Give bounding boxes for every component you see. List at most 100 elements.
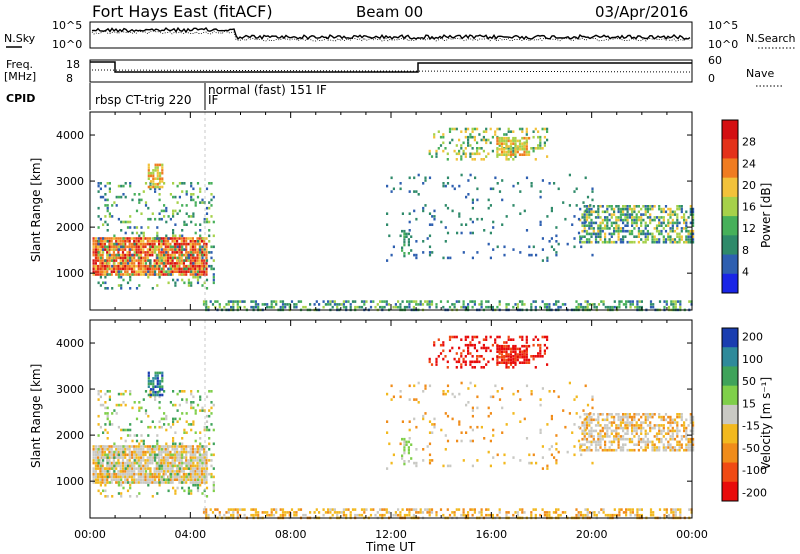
range-gate-cell — [583, 235, 586, 238]
range-gate-cell — [678, 205, 681, 208]
range-gate-cell — [586, 303, 589, 306]
range-gate-cell — [110, 453, 113, 457]
range-gate-cell — [169, 273, 172, 276]
range-gate-cell — [181, 229, 184, 232]
range-gate-cell — [658, 216, 661, 219]
range-gate-cell — [507, 139, 510, 143]
range-gate-cell — [210, 267, 213, 271]
range-gate-cell — [169, 456, 172, 459]
range-gate-cell — [633, 443, 636, 446]
range-gate-cell — [503, 150, 506, 154]
range-gate-cell — [406, 300, 409, 303]
range-gate-cell — [523, 209, 526, 213]
range-gate-cell — [655, 216, 659, 219]
range-gate-cell — [110, 242, 113, 246]
range-gate-cell — [474, 176, 477, 180]
range-gate-cell — [500, 361, 504, 364]
range-gate-cell — [121, 273, 125, 276]
range-gate-cell — [503, 139, 506, 143]
range-gate-cell — [489, 349, 492, 353]
range-gate-cell — [476, 141, 479, 145]
range-gate-cell — [412, 508, 415, 511]
range-gate-cell — [241, 300, 244, 303]
range-gate-cell — [115, 240, 118, 243]
range-gate-cell — [453, 511, 456, 514]
range-gate-cell — [448, 130, 452, 133]
range-gate-cell — [139, 472, 143, 476]
range-gate-cell — [376, 303, 379, 306]
range-gate-cell — [692, 443, 695, 446]
range-gate-cell — [469, 360, 472, 364]
range-gate-cell — [638, 300, 641, 303]
range-gate-cell — [163, 262, 166, 265]
range-gate-cell — [512, 357, 515, 361]
range-gate-cell — [128, 273, 131, 276]
range-gate-cell — [165, 234, 168, 238]
range-gate-cell — [152, 169, 155, 172]
range-gate-cell — [360, 305, 364, 309]
range-gate-cell — [487, 513, 490, 517]
range-gate-cell — [532, 355, 535, 358]
range-gate-cell — [99, 450, 102, 454]
range-gate-cell — [521, 130, 524, 133]
range-gate-cell — [658, 437, 661, 441]
range-gate-cell — [163, 461, 166, 465]
range-gate-cell — [523, 153, 526, 156]
range-gate-cell — [272, 513, 276, 517]
range-gate-cell — [192, 212, 195, 215]
range-gate-cell — [462, 149, 465, 153]
range-gate-cell — [167, 467, 170, 470]
range-gate-cell — [640, 424, 643, 427]
range-gate-cell — [663, 300, 666, 303]
range-gate-cell — [92, 445, 95, 448]
range-gate-cell — [97, 392, 100, 396]
range-gate-cell — [604, 235, 607, 238]
range-gate-cell — [201, 284, 204, 287]
range-gate-cell — [403, 305, 406, 309]
range-gate-cell — [210, 256, 213, 260]
range-gate-cell — [658, 413, 661, 416]
range-gate-cell — [185, 450, 188, 454]
range-gate-cell — [119, 259, 122, 262]
range-gate-cell — [428, 251, 432, 254]
range-gate-cell — [162, 450, 165, 454]
range-gate-cell — [198, 242, 201, 246]
range-gate-cell — [509, 147, 513, 151]
range-gate-cell — [637, 437, 640, 441]
range-gate-cell — [579, 415, 582, 419]
range-gate-cell — [462, 511, 465, 514]
range-gate-cell — [103, 248, 106, 251]
range-gate-cell — [174, 492, 177, 495]
range-gate-cell — [539, 305, 542, 309]
range-gate-cell — [130, 259, 134, 262]
range-gate-cell — [692, 224, 695, 227]
range-gate-cell — [210, 182, 213, 185]
range-gate-cell — [618, 305, 621, 309]
range-gate-cell — [133, 461, 136, 465]
range-gate-cell — [129, 434, 132, 437]
range-gate-cell — [473, 360, 476, 364]
range-gate-cell — [487, 152, 490, 156]
range-gate-cell — [644, 421, 647, 424]
range-gate-cell — [155, 456, 158, 459]
range-gate-cell — [131, 481, 134, 484]
range-gate-cell — [523, 150, 526, 154]
range-gate-cell — [687, 240, 690, 244]
range-gate-cell — [669, 216, 672, 219]
range-gate-cell — [194, 450, 197, 454]
range-gate-cell — [489, 231, 492, 235]
range-gate-cell — [146, 475, 149, 479]
range-gate-cell — [92, 273, 95, 276]
range-gate-cell — [381, 300, 384, 303]
range-gate-cell — [164, 262, 167, 265]
range-gate-cell — [103, 456, 106, 459]
range-gate-cell — [635, 429, 638, 433]
range-gate-cell — [676, 429, 679, 433]
range-gate-cell — [200, 472, 204, 476]
range-gate-cell — [124, 220, 127, 224]
range-gate-cell — [199, 190, 202, 193]
range-gate-cell — [126, 251, 129, 254]
range-gate-cell — [469, 155, 472, 158]
range-gate-cell — [173, 242, 176, 246]
range-gate-cell — [550, 453, 553, 457]
